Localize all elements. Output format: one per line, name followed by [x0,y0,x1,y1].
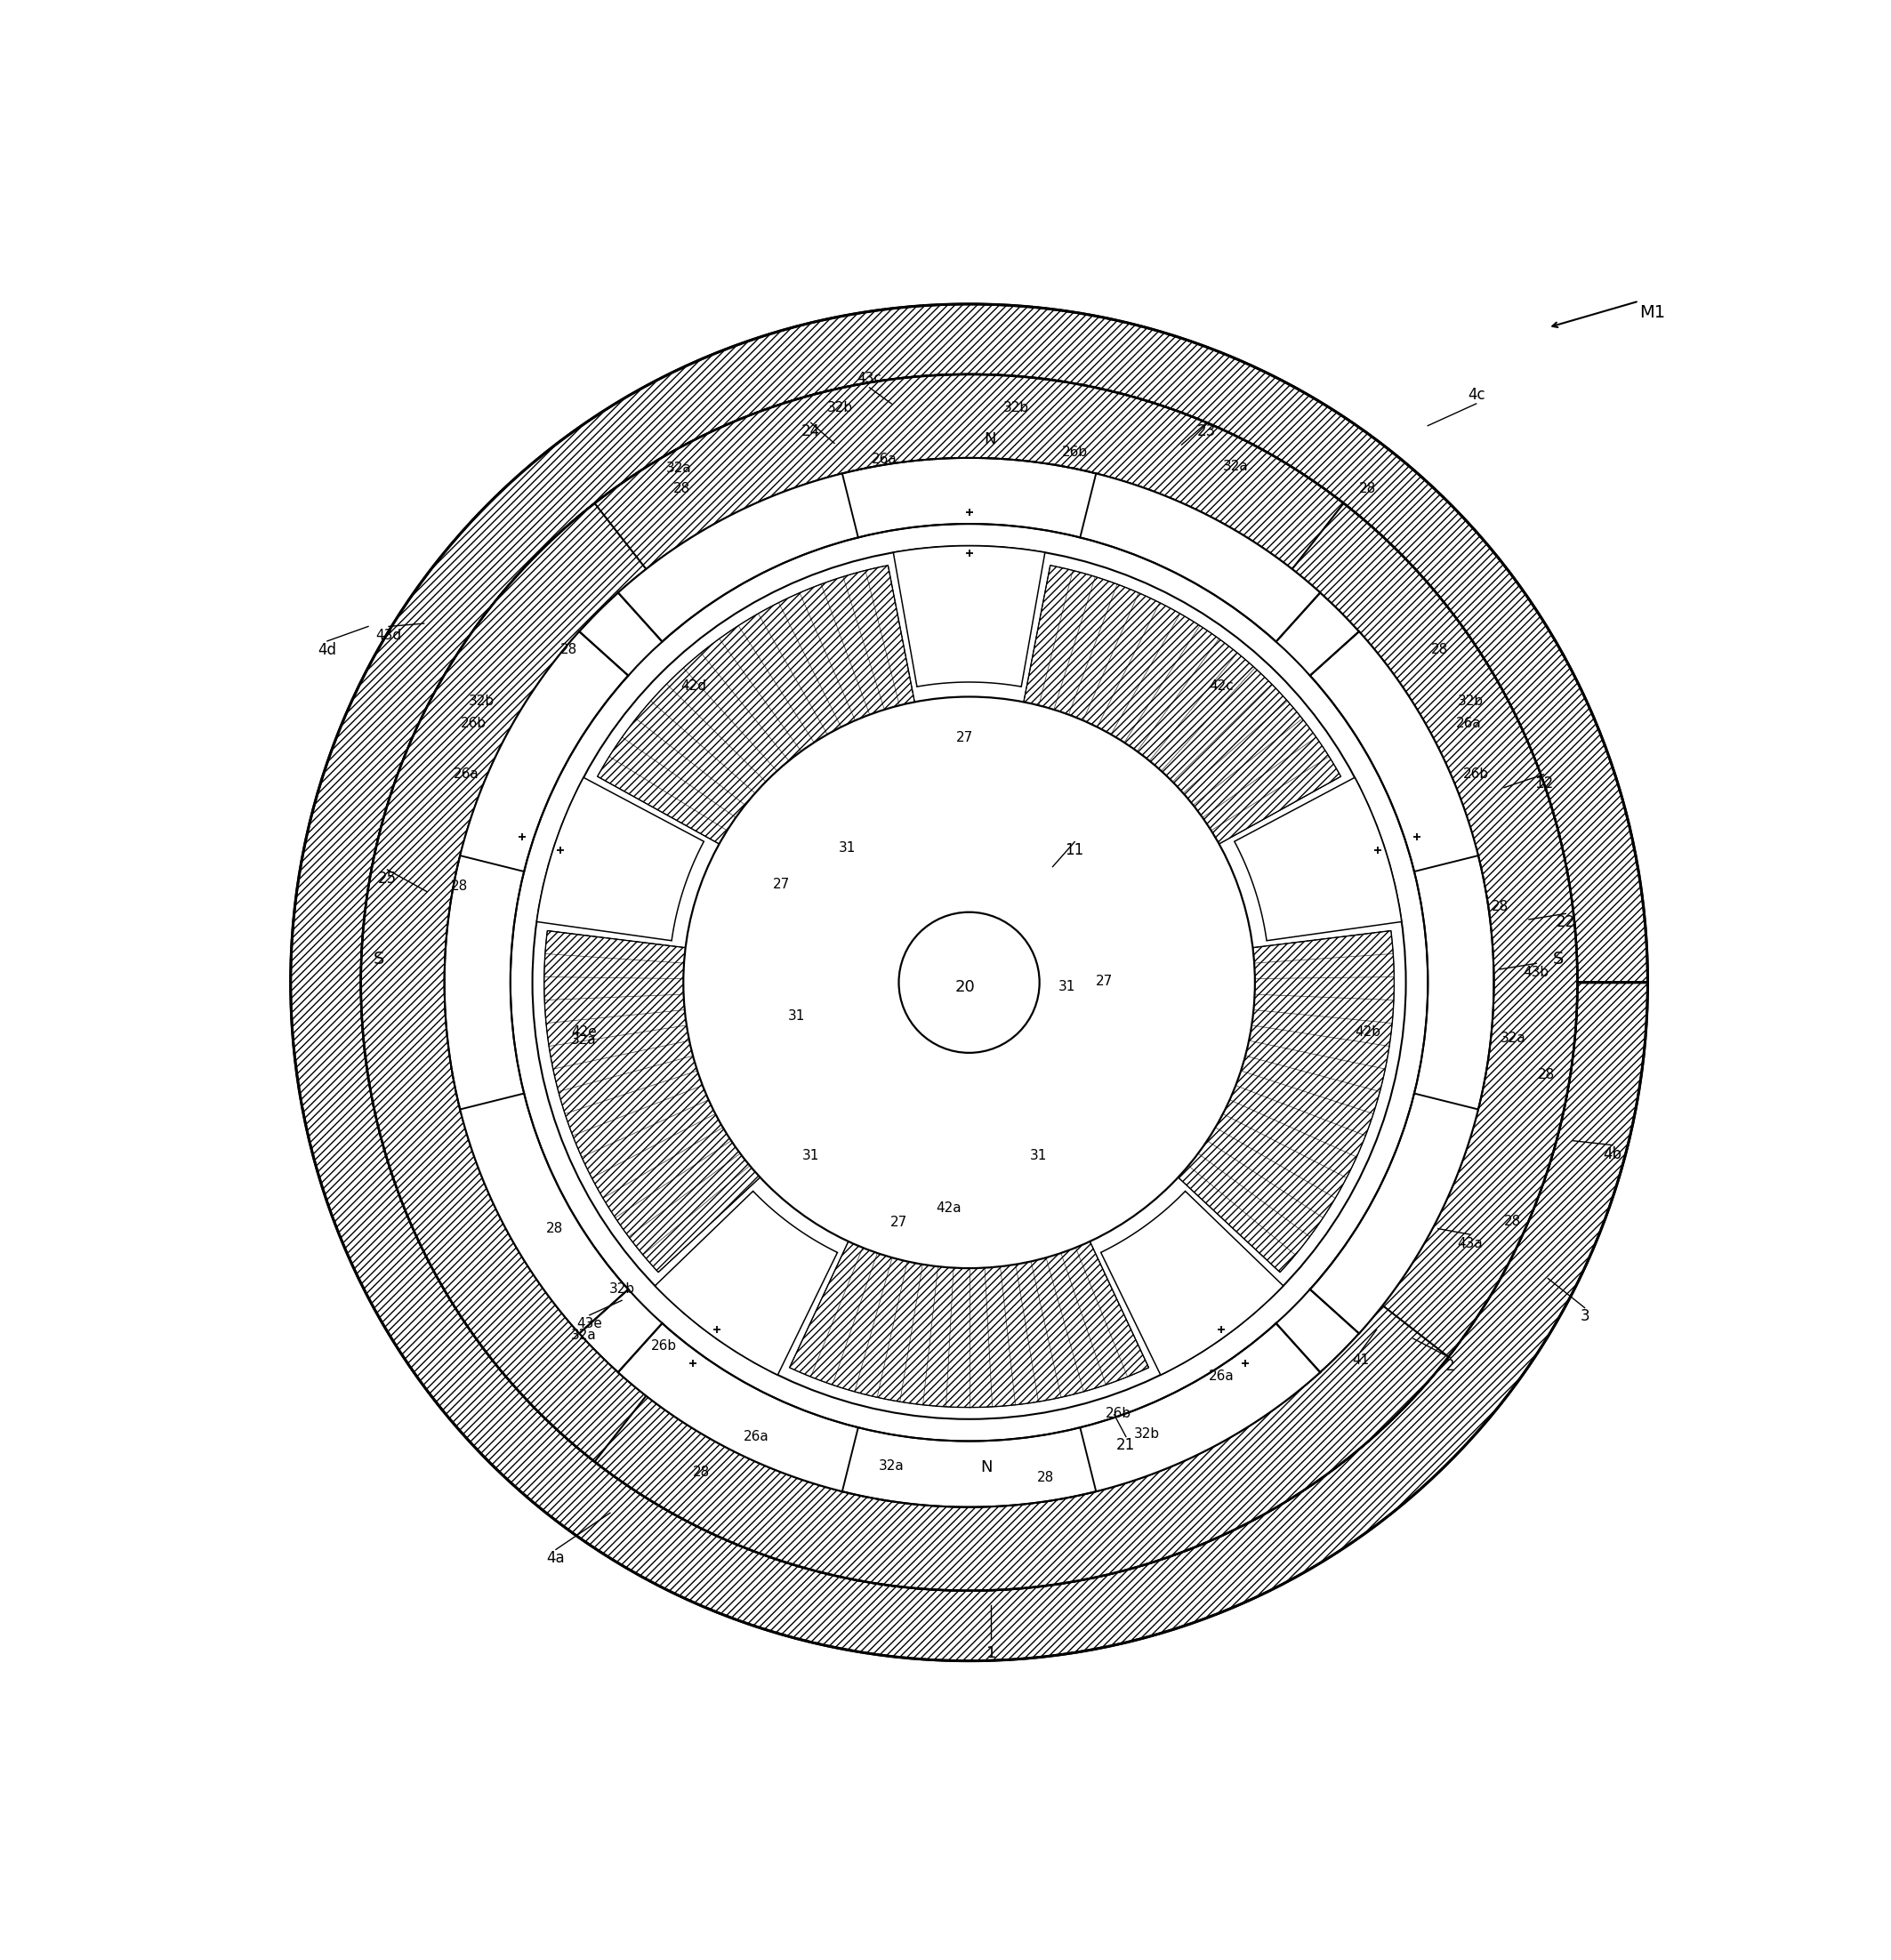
Polygon shape [598,564,940,906]
Text: 12: 12 [1534,776,1553,792]
Text: M1: M1 [1639,304,1664,321]
Text: 26a: 26a [1208,1370,1235,1384]
Text: 41: 41 [1352,1354,1369,1368]
Text: 26b: 26b [651,1339,677,1352]
Text: 28: 28 [560,643,577,657]
Text: 32b: 32b [1458,694,1483,708]
Text: 26a: 26a [743,1431,770,1443]
Circle shape [361,374,1577,1592]
Text: 42b: 42b [1354,1025,1380,1039]
Text: 28: 28 [1492,900,1509,913]
Text: 31: 31 [840,841,857,855]
Polygon shape [291,304,1647,1660]
Text: 31: 31 [802,1149,819,1162]
Circle shape [683,696,1256,1268]
Text: 1: 1 [985,1646,997,1662]
Text: 32a: 32a [571,1329,596,1343]
Circle shape [533,545,1405,1419]
Text: S: S [1553,951,1564,968]
Text: 28: 28 [546,1221,564,1235]
Text: 43e: 43e [577,1317,603,1331]
Text: 2: 2 [1445,1358,1454,1374]
Text: 25: 25 [378,870,397,886]
Text: 4a: 4a [546,1550,565,1566]
Polygon shape [1101,1192,1284,1374]
Polygon shape [444,631,628,1333]
Text: 32a: 32a [879,1460,904,1472]
Circle shape [898,911,1040,1053]
Text: 28: 28 [673,482,690,496]
Text: 28: 28 [1036,1472,1053,1484]
Polygon shape [545,931,853,1272]
Polygon shape [1292,504,1577,1462]
Polygon shape [361,504,647,1462]
Polygon shape [618,1323,1320,1507]
Text: 26b: 26b [461,717,486,729]
Text: 28: 28 [1360,482,1377,496]
Text: 43b: 43b [1524,966,1549,978]
Text: 27: 27 [957,731,974,745]
Text: 31: 31 [1059,980,1076,994]
Text: 26a: 26a [1456,717,1483,729]
Text: 27: 27 [773,878,790,892]
Text: 42d: 42d [681,680,707,694]
Text: 4d: 4d [318,641,337,659]
Text: 32a: 32a [1500,1031,1526,1045]
Text: 28: 28 [692,1466,709,1478]
Text: 43a: 43a [1458,1237,1483,1250]
Text: 3: 3 [1581,1309,1588,1325]
Polygon shape [490,1305,1449,1592]
Polygon shape [490,374,1449,659]
Polygon shape [654,1192,838,1374]
Text: 42c: 42c [1208,680,1233,694]
Text: 43c: 43c [857,372,881,386]
Polygon shape [998,564,1341,906]
Text: 32b: 32b [1133,1427,1159,1441]
Text: 32b: 32b [826,402,853,416]
Text: 32a: 32a [666,461,692,474]
Text: N: N [981,1460,993,1476]
Text: 32a: 32a [571,1033,596,1047]
Text: 26b: 26b [1106,1407,1131,1419]
Polygon shape [1235,778,1401,941]
Text: 28: 28 [1503,1215,1522,1229]
Polygon shape [1085,931,1394,1272]
Text: 26a: 26a [872,453,896,466]
Text: 42e: 42e [571,1025,596,1039]
Text: 26a: 26a [454,768,478,782]
Text: 32b: 32b [1002,402,1029,416]
Text: 32a: 32a [1223,461,1248,474]
Text: 23: 23 [1197,423,1216,439]
Text: 26b: 26b [1061,445,1087,459]
Text: 4c: 4c [1467,386,1484,404]
Text: 11: 11 [1065,843,1084,858]
Text: 22: 22 [1556,915,1575,931]
Text: 32b: 32b [609,1282,635,1296]
Polygon shape [618,459,1320,641]
Text: S: S [373,951,384,968]
Text: 42a: 42a [936,1201,961,1215]
Text: 31: 31 [1029,1149,1046,1162]
Text: 28: 28 [450,880,467,892]
Polygon shape [537,778,703,941]
Text: 21: 21 [1116,1437,1135,1454]
Text: 31: 31 [787,1009,806,1023]
Text: 32b: 32b [469,694,494,708]
Polygon shape [1310,631,1494,1333]
Text: N: N [983,431,997,447]
Text: 28: 28 [1431,643,1449,657]
Text: 4b: 4b [1604,1147,1622,1162]
Text: 24: 24 [802,423,821,439]
Text: 27: 27 [891,1215,908,1229]
Text: 26b: 26b [1464,768,1488,782]
Text: 20: 20 [955,978,976,996]
Text: 43d: 43d [376,629,401,641]
Text: 27: 27 [1095,974,1112,988]
Polygon shape [790,1125,1148,1407]
Text: 28: 28 [1537,1068,1554,1082]
Polygon shape [893,545,1046,686]
